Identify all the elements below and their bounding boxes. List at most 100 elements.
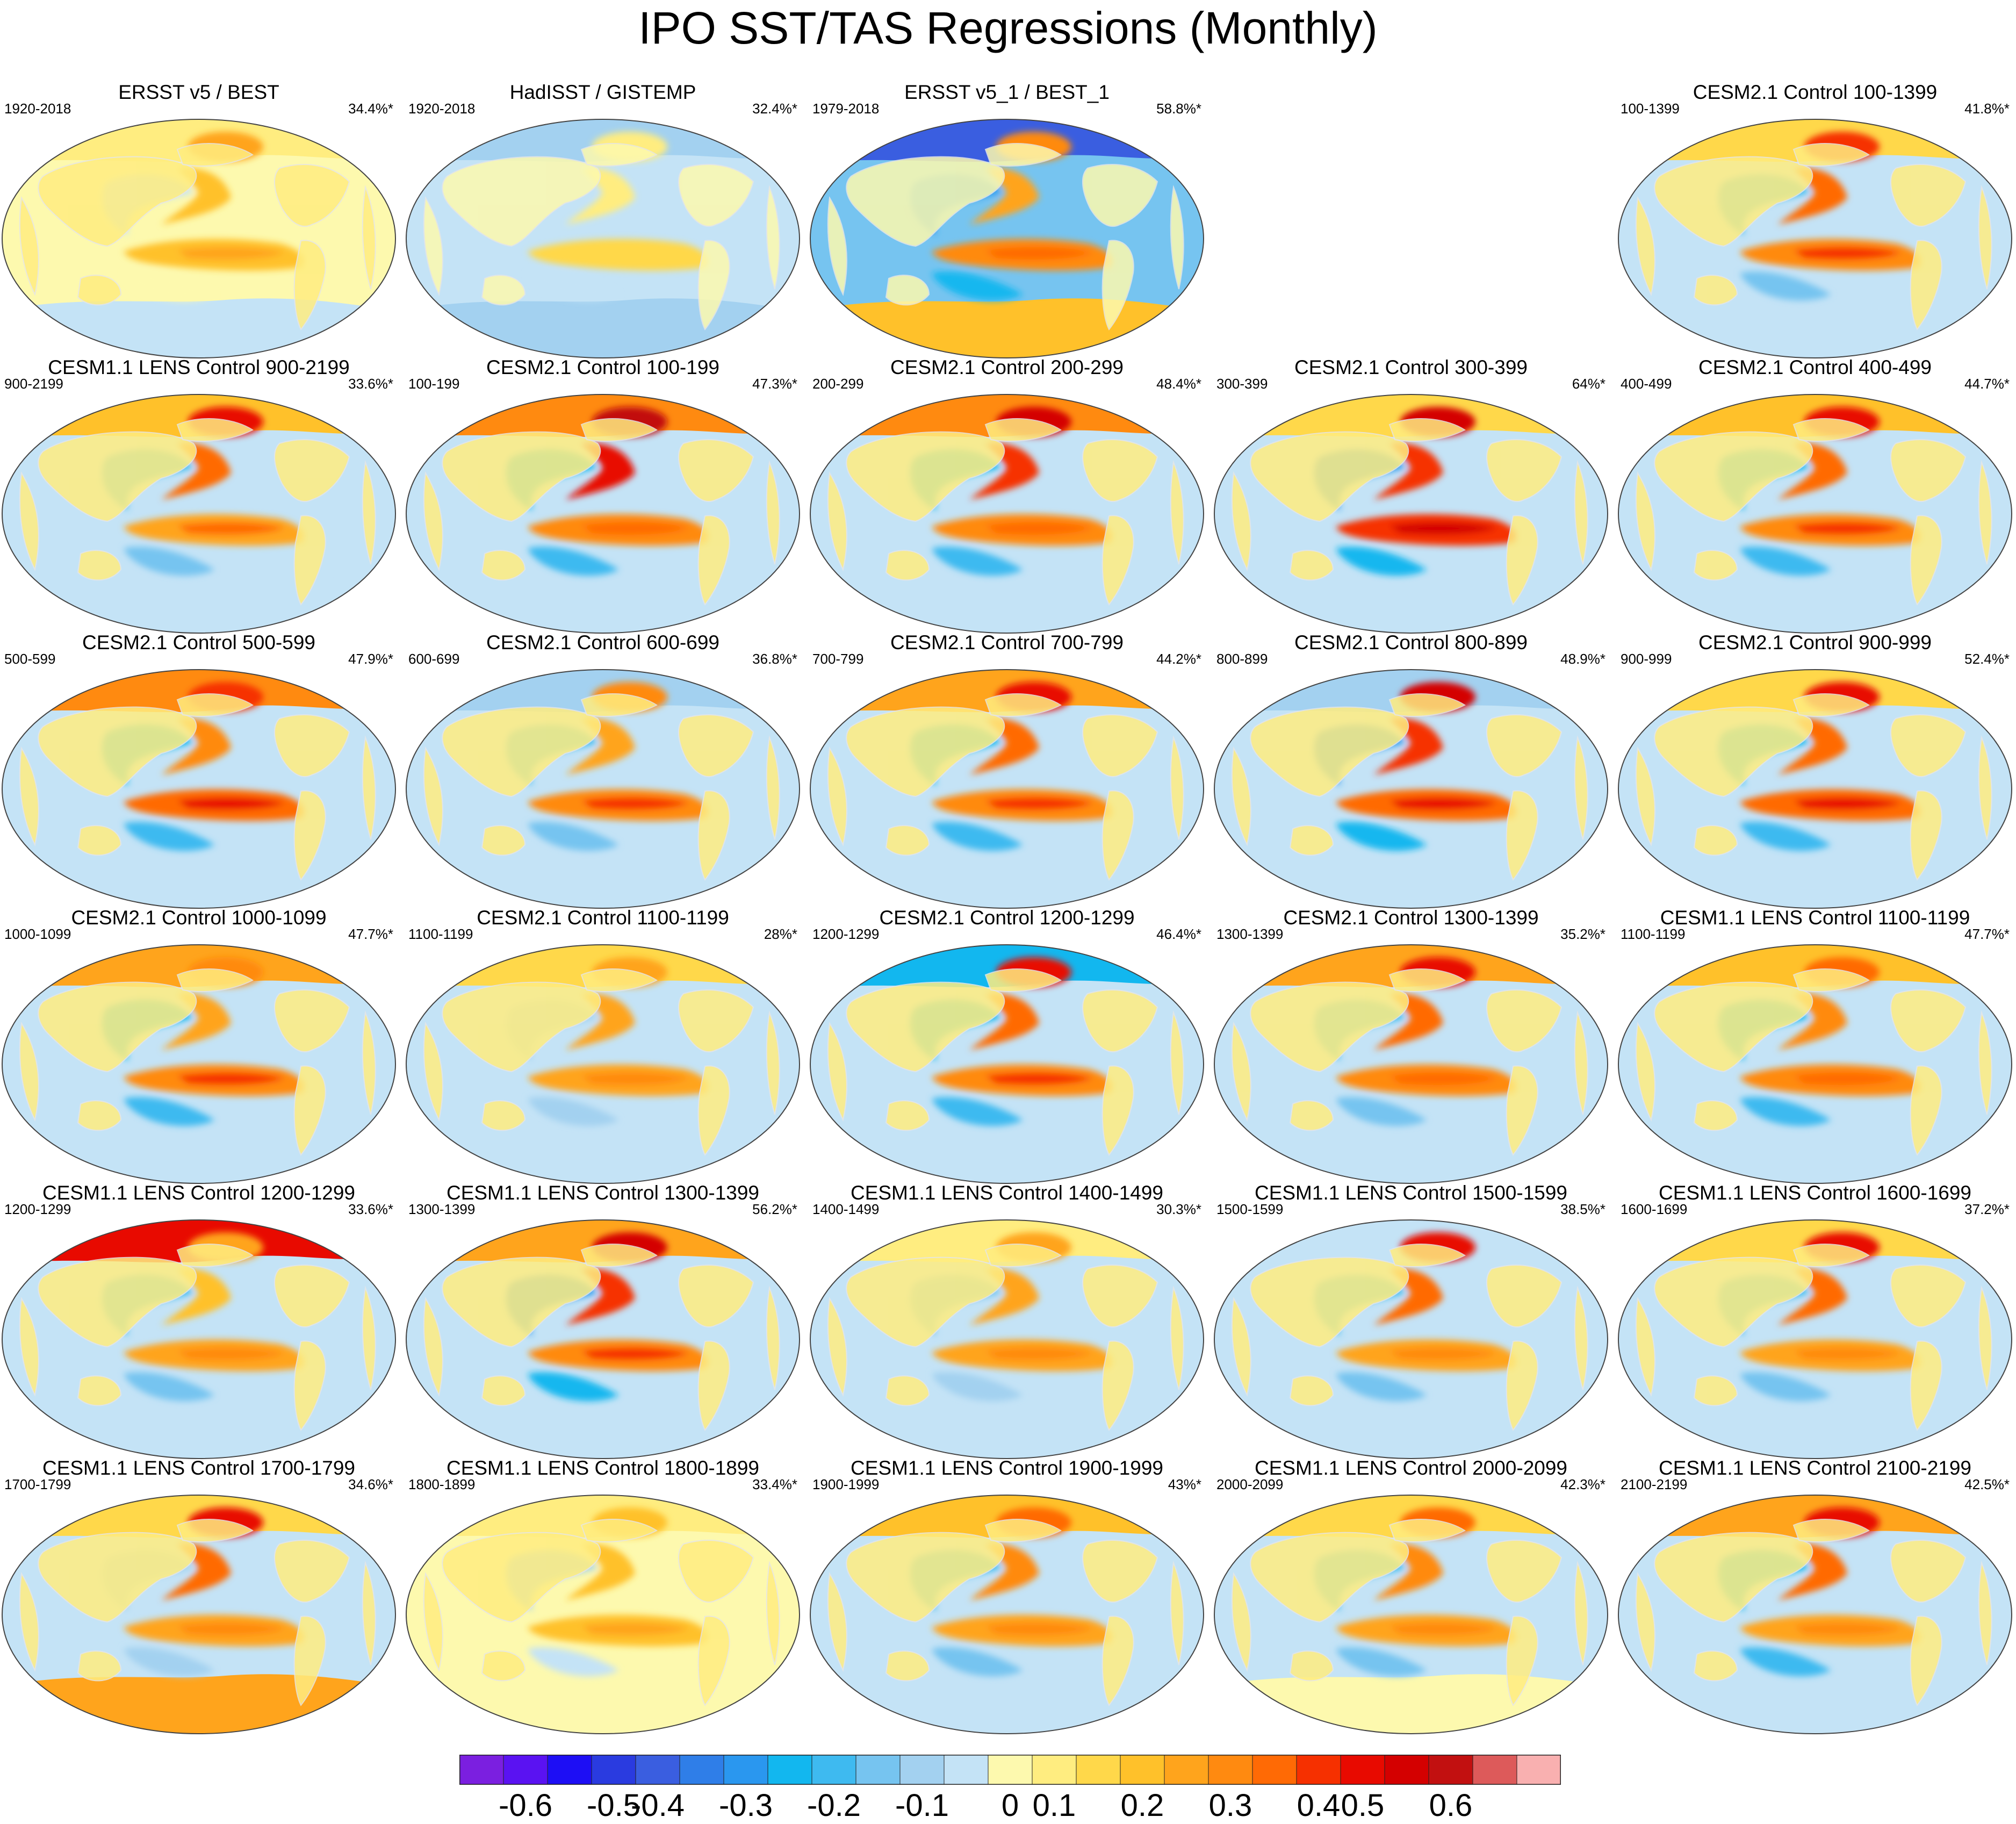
- panel-period: 1500-1599: [1216, 1201, 1284, 1217]
- landmass: [697, 515, 730, 606]
- landmass: [1910, 515, 1942, 606]
- colorbar-bin: [1341, 1755, 1385, 1785]
- landmass: [1693, 1650, 1738, 1682]
- map-panel: CESM1.1 LENS Control 1800-1899 1800-1899 3…: [404, 1456, 802, 1736]
- map-field: [406, 945, 800, 1183]
- map-panel: CESM2.1 Control 100-199 100-199 47.3%*: [404, 356, 802, 635]
- landmass: [1574, 460, 1588, 565]
- landmass: [423, 1021, 443, 1122]
- south-pacific-negative-lobe: [1740, 1097, 1831, 1126]
- panel-variance: 44.7%*: [1964, 376, 2010, 392]
- landmass: [1654, 156, 1813, 247]
- landmass: [885, 1100, 930, 1131]
- tropical-core: [1794, 522, 1901, 535]
- panel-variance: 28%*: [764, 926, 797, 942]
- north-pacific-positive-arc: [969, 168, 1039, 225]
- panel-variance: 47.9%*: [348, 651, 393, 667]
- panel-title: CESM2.1 Control 1300-1399: [1283, 907, 1539, 929]
- landmass: [19, 746, 39, 846]
- colorbar-bin: [1429, 1755, 1473, 1785]
- map-field: [2, 394, 395, 633]
- landmass: [1486, 714, 1563, 778]
- southern-ocean-band: [2, 849, 395, 908]
- tropical-core: [1794, 1622, 1901, 1635]
- tropical-core: [177, 797, 285, 810]
- landmass: [19, 1571, 39, 1672]
- colorbar-bin: [900, 1755, 945, 1785]
- panel-title: CESM2.1 Control 900-999: [1698, 631, 1932, 654]
- south-pacific-negative-lobe: [932, 1097, 1023, 1126]
- landmass: [362, 185, 376, 290]
- landmass: [1792, 1244, 1870, 1267]
- landmass: [1101, 1340, 1134, 1431]
- south-pacific-negative-lobe: [1336, 822, 1427, 851]
- north-pacific-positive-arc: [1777, 1268, 1847, 1325]
- regression-map: [1214, 669, 1608, 909]
- map-outline: [810, 669, 1204, 909]
- south-pacific-negative-lobe: [1740, 1647, 1831, 1677]
- panel-variance: 48.4%*: [1156, 376, 1201, 392]
- landmass: [1486, 439, 1563, 502]
- tropical-core: [177, 1072, 285, 1085]
- tropical-core: [1794, 797, 1901, 810]
- landmass: [442, 1256, 601, 1348]
- landmass: [362, 1010, 376, 1115]
- colorbar-bin: [592, 1755, 636, 1785]
- panel-title: CESM2.1 Control 400-499: [1698, 356, 1932, 378]
- landmass: [77, 1100, 122, 1131]
- panel-title: CESM1.1 LENS Control 1800-1899: [446, 1457, 760, 1479]
- north-pacific-positive-arc: [969, 1543, 1039, 1600]
- southern-ocean-band: [406, 1674, 800, 1734]
- panel-period: 1200-1299: [812, 926, 880, 942]
- landmass: [1250, 431, 1409, 522]
- landmass: [1250, 981, 1409, 1073]
- map-field: [406, 394, 800, 633]
- landmass: [1170, 460, 1184, 565]
- south-pacific-negative-lobe: [1740, 1372, 1831, 1402]
- map-outline: [810, 394, 1204, 634]
- panel-variance: 30.3%*: [1156, 1201, 1201, 1217]
- north-pacific-positive-arc: [969, 1268, 1039, 1325]
- panel-variance: 44.2%*: [1156, 651, 1201, 667]
- southern-ocean-band: [1618, 298, 2012, 358]
- regression-map: [1618, 119, 2012, 358]
- regression-map: [1214, 394, 1608, 634]
- southern-ocean-band: [1618, 849, 2012, 908]
- tropical-core: [985, 1622, 1093, 1635]
- landmass: [1635, 1021, 1655, 1122]
- landmass: [19, 471, 39, 571]
- landmass: [1231, 1021, 1251, 1122]
- landmass: [1978, 1286, 1992, 1390]
- panel-period: 800-899: [1216, 651, 1268, 667]
- colorbar-bin: [1120, 1755, 1165, 1785]
- panel-period: 600-699: [408, 651, 460, 667]
- panel-title: CESM1.1 LENS Control 2000-2099: [1254, 1457, 1568, 1479]
- colorbar-bin: [636, 1755, 680, 1785]
- southern-ocean-band: [1214, 849, 1608, 908]
- landmass: [1250, 1532, 1409, 1623]
- panel-variance: 32.4%*: [752, 100, 797, 117]
- panel-title: CESM2.1 Control 100-1399: [1693, 81, 1938, 103]
- regression-map: [2, 394, 396, 634]
- panel-period: 400-499: [1621, 376, 1672, 392]
- landmass: [984, 968, 1062, 992]
- north-pacific-positive-arc: [1777, 718, 1847, 775]
- panel-title: HadISST / GISTEMP: [509, 81, 696, 103]
- north-pacific-positive-arc: [1373, 718, 1443, 775]
- south-pacific-negative-lobe: [932, 822, 1023, 851]
- map-outline: [1618, 1495, 2012, 1734]
- landmass: [77, 1375, 122, 1406]
- landmass: [846, 981, 1005, 1073]
- southern-ocean-band: [2, 1399, 395, 1459]
- north-pacific-positive-arc: [161, 718, 231, 775]
- panel-period: 1920-2018: [408, 100, 476, 117]
- map-outline: [1618, 1219, 2012, 1459]
- landmass: [423, 1296, 443, 1397]
- regression-map: [406, 944, 800, 1184]
- landmass: [481, 1100, 526, 1131]
- landmass: [442, 706, 601, 798]
- colorbar-tick-label: -0.2: [807, 1788, 861, 1823]
- landmass: [362, 1286, 376, 1390]
- tropical-core: [581, 522, 689, 535]
- map-panel: CESM1.1 LENS Control 1900-1999 1900-1999 4…: [808, 1456, 1206, 1736]
